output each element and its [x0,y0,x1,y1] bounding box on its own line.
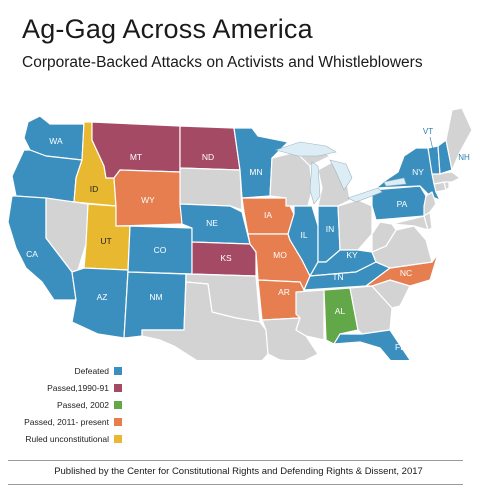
state-nd [179,125,241,171]
map-title: Ag-Gag Across America [22,14,313,44]
state-label-il: IL [300,230,307,240]
state-label-mo: MO [273,250,287,260]
state-label-pa: PA [397,199,408,209]
state-label-mt: MT [130,152,142,162]
state-label-wy: WY [141,195,155,205]
lake-huron [329,159,353,191]
legend-label: Defeated [74,365,110,376]
state-label-wa: WA [49,136,63,146]
map-subtitle: Corporate-Backed Attacks on Activists an… [22,54,423,71]
state-oh [337,199,373,251]
vt-leader-line [429,136,434,151]
legend: Defeated Passed,1990-91 Passed, 2002 Pas… [4,362,122,447]
state-ca [7,195,77,301]
state-label-ca: CA [26,249,38,259]
legend-swatch [114,400,122,409]
state-label-nh: NH [458,153,470,162]
state-label-mn: MN [249,167,262,177]
state-ma [431,171,461,185]
legend-item-passed-2002: Passed, 2002 [4,396,122,413]
state-me [445,107,473,171]
state-wv [371,221,397,253]
lake-erie [347,187,383,203]
state-label-ut: UT [100,236,111,246]
state-label-in: IN [326,224,335,234]
state-label-ky: KY [346,250,358,260]
state-nj [423,191,437,217]
lake-ontario [383,177,407,187]
legend-label: Passed, 2011- present [24,416,109,427]
state-fl [333,329,411,360]
state-ks [191,241,257,277]
legend-label: Passed, 2002 [57,399,109,410]
state-label-tn: TN [332,272,343,282]
state-label-id: ID [90,184,99,194]
state-label-ny: NY [412,167,424,177]
state-ms [295,289,325,341]
state-mt [91,121,181,179]
legend-label: Ruled unconstitutional [25,433,109,444]
legend-swatch [114,434,122,443]
state-label-nc: NC [400,268,412,278]
lake-superior [274,141,337,157]
legend-swatch [114,383,122,392]
state-nm [123,271,187,339]
us-map: WA CA ID UT MT ND WY CO NE KS AZ NM MN I… [7,107,473,360]
footer-rule-top [8,460,463,461]
legend-item-passed-1990-91: Passed,1990-91 [4,379,122,396]
legend-item-defeated: Defeated [4,362,122,379]
state-il [287,205,319,277]
legend-item-passed-2011-present: Passed, 2011- present [4,413,122,430]
state-label-ne: NE [206,218,218,228]
state-label-ks: KS [220,253,232,263]
legend-swatch [114,417,122,426]
great-lakes [274,141,407,205]
footer-credit: Published by the Center for Constitution… [54,466,423,477]
legend-label: Passed,1990-91 [47,382,109,393]
state-label-nd: ND [202,152,214,162]
legend-swatch [114,366,122,375]
state-label-ar: AR [278,287,290,297]
lake-michigan [309,161,321,205]
state-label-az: AZ [97,292,108,302]
state-label-fl: FL [395,342,405,352]
legend-item-ruled-unconstitutional: Ruled unconstitutional [4,430,122,447]
state-az [71,267,129,339]
state-label-al: AL [335,306,346,316]
state-label-vt: VT [423,127,433,136]
state-label-ia: IA [264,210,272,220]
state-label-nm: NM [149,292,162,302]
state-label-co: CO [154,245,167,255]
state-tx [141,281,269,360]
state-sd [179,167,243,211]
footer-rule-bottom [8,484,463,485]
